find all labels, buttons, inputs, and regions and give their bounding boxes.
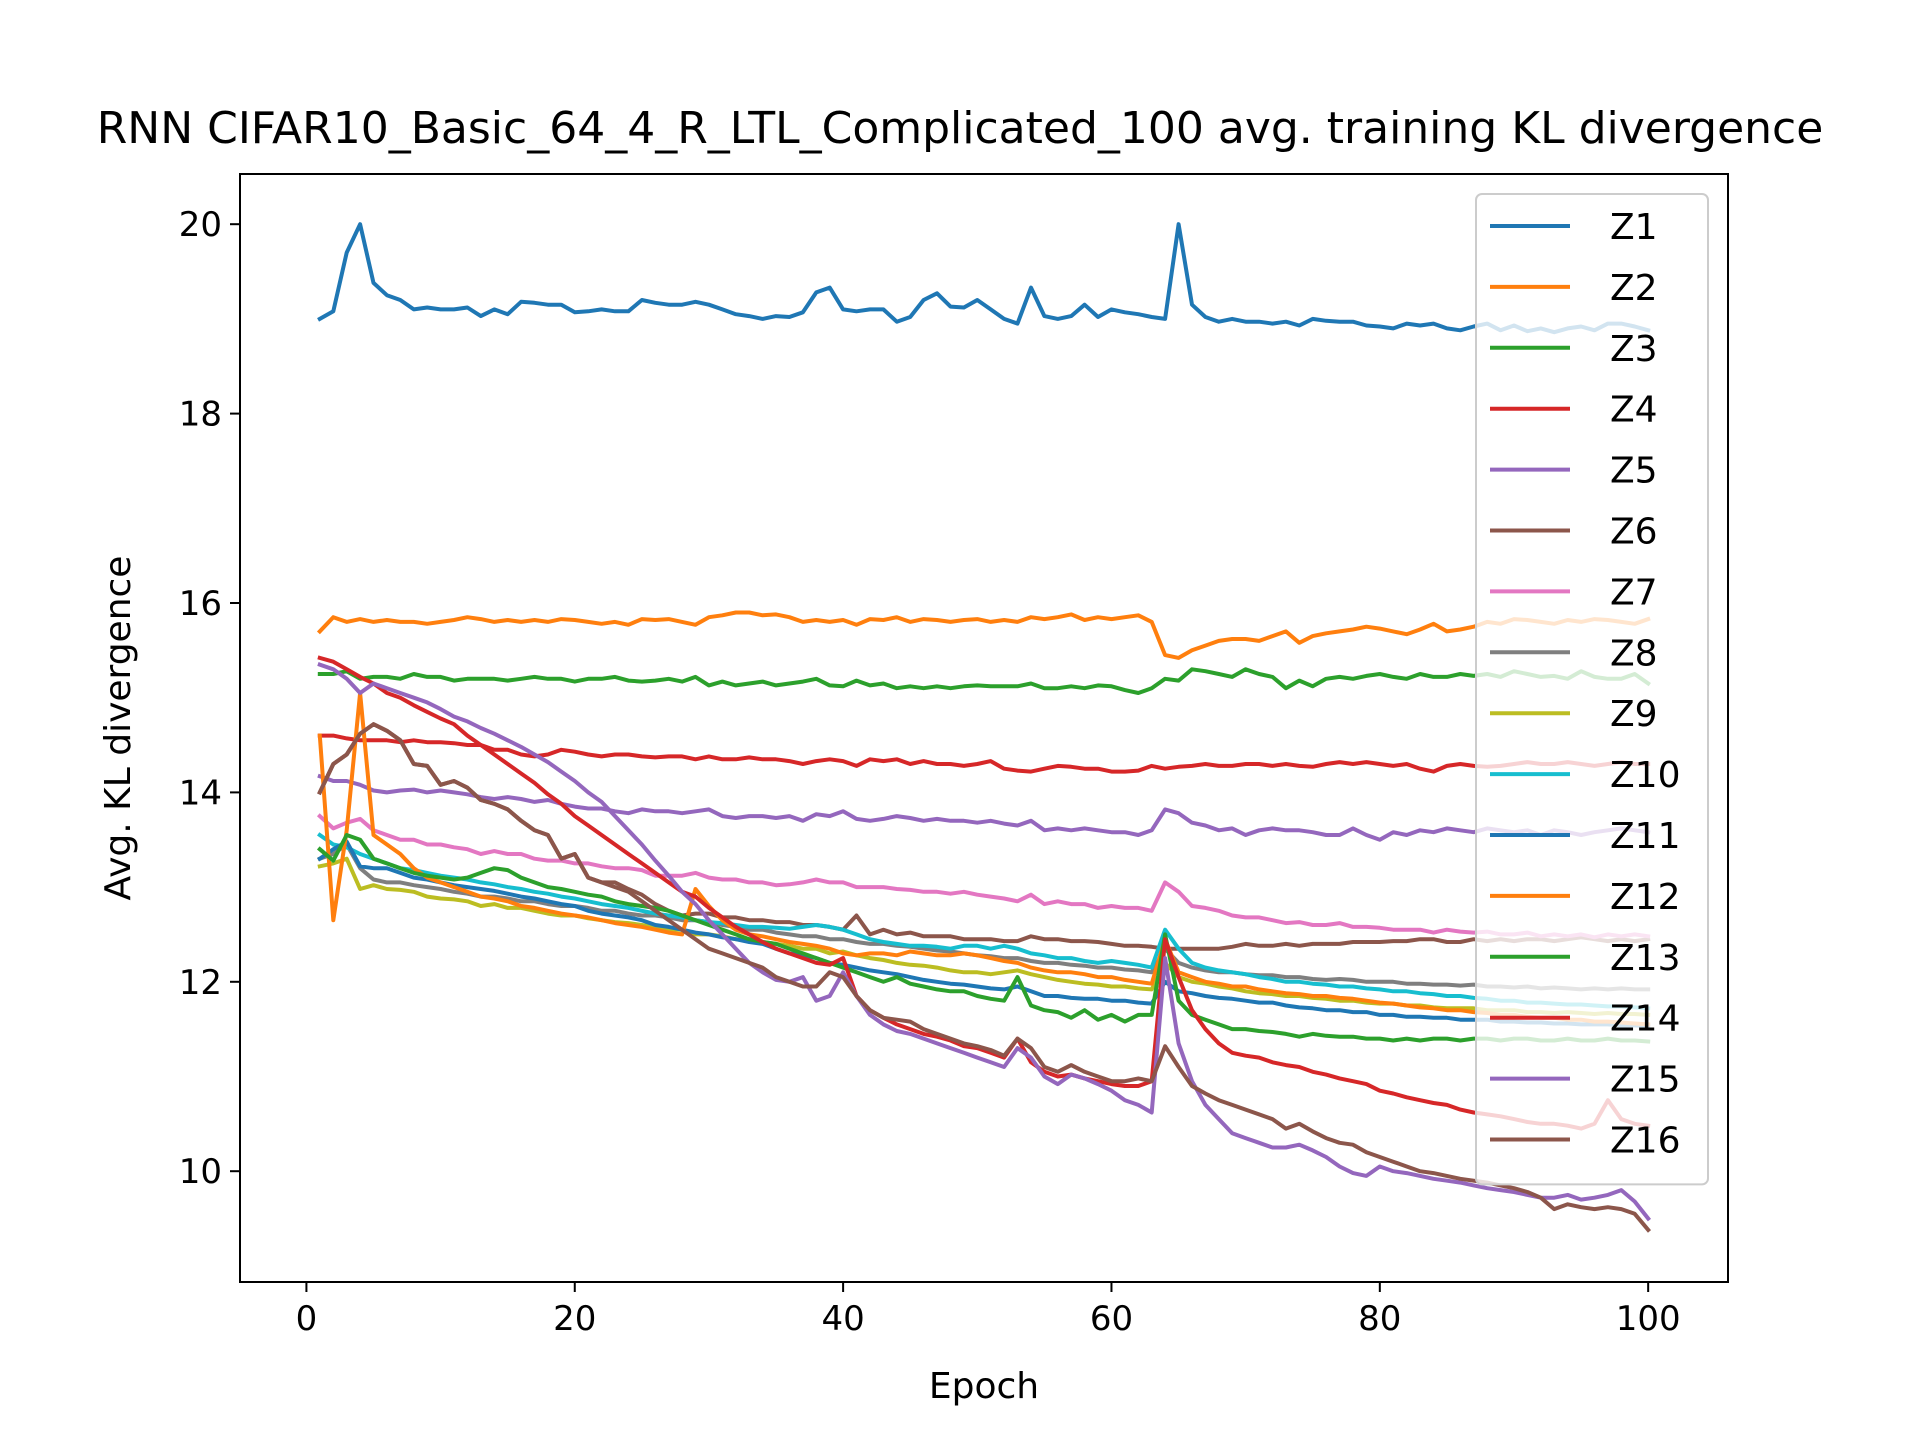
legend-label-z3: Z3 [1610,329,1658,370]
legend-label-z10: Z10 [1610,755,1680,796]
legend-label-z14: Z14 [1610,999,1680,1040]
series-line-z11 [317,839,1651,1029]
legend-label-z7: Z7 [1610,572,1658,613]
legend-label-z6: Z6 [1610,512,1658,553]
chart-title: RNN CIFAR10_Basic_64_4_R_LTL_Complicated… [97,103,1824,154]
legend-label-z15: Z15 [1610,1060,1680,1101]
x-tick-label: 60 [1090,1299,1133,1339]
y-tick-label: 20 [179,205,222,245]
x-tick-label: 80 [1358,1299,1401,1339]
series-line-z3 [317,667,1651,695]
x-tick-label: 0 [296,1299,318,1339]
series-line-z6 [317,722,1651,951]
series-line-z8 [317,842,1651,992]
series-line-z5 [317,773,1651,842]
plot-lines [316,222,1652,1233]
legend-label-z5: Z5 [1610,451,1658,492]
series-line-z9 [317,856,1651,1018]
series-line-z12 [317,691,1651,1027]
series-line-z1 [317,222,1651,335]
y-tick-label: 10 [179,1152,222,1192]
y-axis-label: Avg. KL divergence [98,556,139,901]
y-tick-label: 12 [179,963,222,1003]
legend-label-z11: Z11 [1610,816,1680,857]
series-line-z14 [317,655,1651,1131]
legend-label-z8: Z8 [1610,633,1658,674]
legend-label-z13: Z13 [1610,938,1680,979]
legend-label-z9: Z9 [1610,694,1658,735]
y-tick-label: 14 [179,773,222,813]
series-line-z7 [316,813,1651,940]
y-tick-label: 16 [179,584,222,624]
series-line-z13 [316,833,1651,1044]
legend-label-z12: Z12 [1610,877,1680,918]
plot-area-frame [239,173,1729,1283]
legend-label-z16: Z16 [1610,1121,1680,1162]
x-tick-label: 40 [821,1299,864,1339]
series-line-z4 [317,733,1651,774]
axis-ticks: 0 20 40 60 80 100 10 12 14 16 18 20 [179,205,1681,1339]
legend-label-z1: Z1 [1610,207,1658,248]
legend-label-z2: Z2 [1610,268,1658,309]
series-line-z16 [317,722,1652,1233]
y-tick-label: 18 [179,395,222,435]
series-line-z10 [317,832,1651,1011]
legend-label-z4: Z4 [1610,390,1658,431]
x-tick-label: 20 [553,1299,596,1339]
series-line-z2 [316,610,1651,660]
series-line-z15 [317,662,1652,1222]
legend: Z1 Z2 Z3 Z4 Z5 Z6 Z7 Z8 Z9 Z10 Z11 Z12 Z13 Z14 Z15 Z16 [1475,193,1709,1186]
legend-box [1475,193,1709,1186]
x-axis-label: Epoch [929,1366,1039,1407]
x-tick-label: 100 [1616,1299,1681,1339]
